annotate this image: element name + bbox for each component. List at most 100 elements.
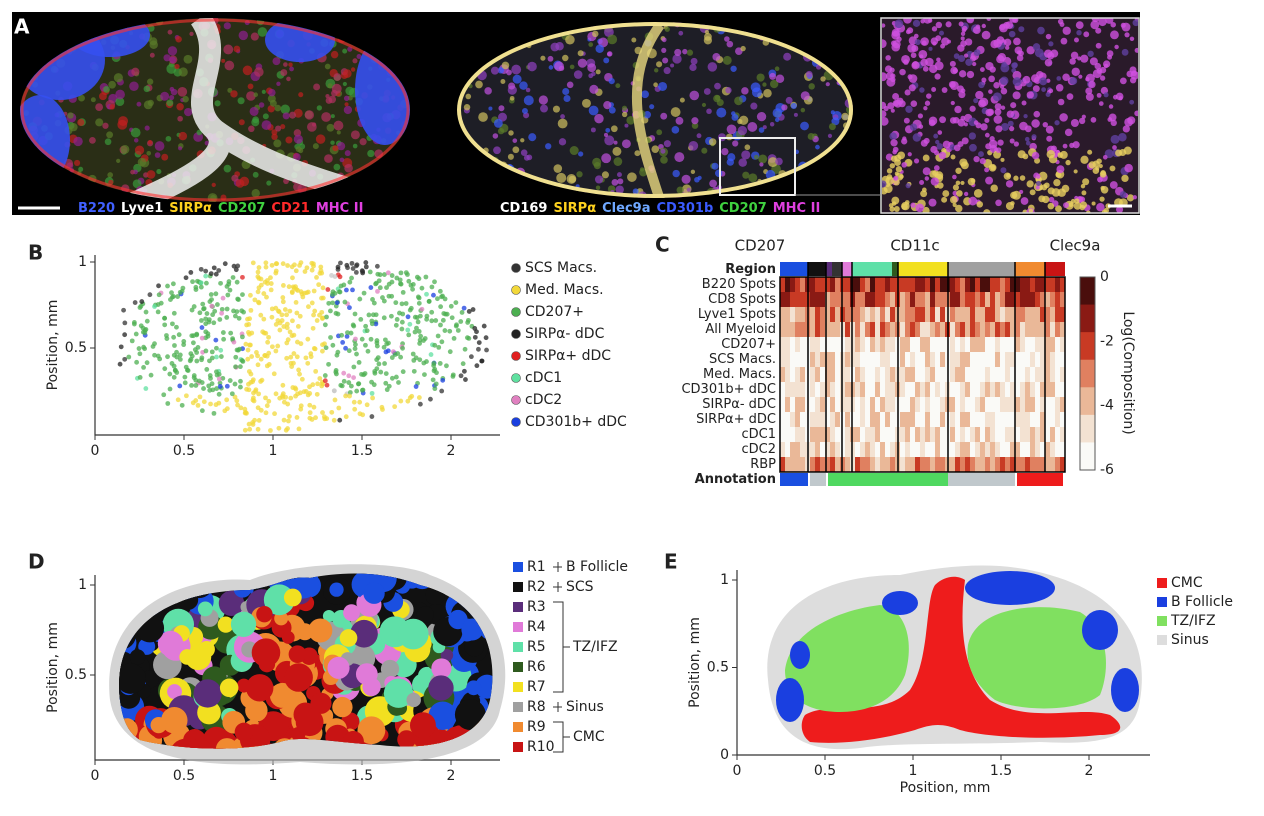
cell <box>333 120 344 131</box>
cell <box>892 100 900 107</box>
cell-point <box>230 275 236 280</box>
heat-cell <box>1045 307 1050 322</box>
heat-cell <box>990 292 995 307</box>
cell <box>961 25 968 32</box>
cell-point <box>224 383 230 389</box>
cell <box>893 175 899 181</box>
cell <box>484 87 492 95</box>
cell-point <box>405 327 411 333</box>
heat-cell <box>1015 382 1020 397</box>
heat-cell <box>1045 457 1050 472</box>
heat-cell <box>820 277 825 292</box>
cell-point <box>287 308 293 314</box>
cell-point <box>190 400 196 406</box>
legend-label: CD301b+ dDC <box>525 414 627 430</box>
cell <box>247 83 254 90</box>
cell <box>993 115 1003 124</box>
cell-point <box>412 314 418 320</box>
heat-cell <box>815 457 820 472</box>
cell-point <box>329 409 335 415</box>
cell <box>73 136 83 147</box>
cell <box>163 54 171 62</box>
heat-cell <box>995 307 1000 322</box>
cell <box>949 117 957 124</box>
cell <box>980 123 988 131</box>
cell-point <box>453 323 459 329</box>
cell-point <box>462 346 468 352</box>
cell-point <box>303 355 309 361</box>
heat-cell <box>915 337 920 352</box>
cell <box>689 63 697 72</box>
region-patch <box>167 684 182 700</box>
cell <box>350 130 360 140</box>
cell-point <box>261 316 267 322</box>
heat-cell <box>900 382 905 397</box>
heat-cell <box>1040 412 1045 427</box>
cell-point <box>459 310 465 315</box>
cell-point <box>268 287 274 293</box>
cell <box>330 140 335 145</box>
legend-swatch <box>1157 616 1167 626</box>
cell <box>887 102 895 110</box>
region-patch <box>256 606 273 623</box>
heat-cell <box>870 397 875 412</box>
cell-point <box>314 391 320 397</box>
cell <box>909 123 918 131</box>
cell-point <box>190 279 195 285</box>
cell-point <box>203 316 209 322</box>
heat-cell <box>1015 292 1020 307</box>
heat-cell <box>885 337 890 352</box>
heat-cell <box>1045 427 1050 442</box>
cell <box>1005 45 1010 50</box>
heat-cell <box>910 292 915 307</box>
marker-name: MHC II <box>316 201 364 216</box>
cell <box>289 111 297 119</box>
cell <box>671 126 680 134</box>
heat-cell <box>790 337 795 352</box>
annotation-cell <box>810 473 826 486</box>
cell <box>955 180 961 186</box>
heat-cell <box>860 337 865 352</box>
heat-cell <box>1005 457 1010 472</box>
cell <box>995 125 1003 133</box>
cell <box>911 61 920 70</box>
region-patch <box>339 629 358 647</box>
cell <box>939 30 945 36</box>
cell <box>1096 203 1105 212</box>
heat-cell <box>965 367 970 382</box>
heat-cell <box>995 427 1000 442</box>
cell <box>1043 182 1050 189</box>
heat-cell <box>975 457 980 472</box>
region-patch <box>157 630 184 657</box>
heat-cell <box>825 277 830 292</box>
cell <box>1009 126 1015 132</box>
cell <box>984 132 990 138</box>
cell-point <box>447 349 453 355</box>
cell-point <box>277 327 283 333</box>
cell <box>1134 110 1138 117</box>
cell <box>566 81 574 89</box>
legend-label: R4 <box>527 619 546 635</box>
heat-cell <box>870 442 875 457</box>
heat-cell <box>885 412 890 427</box>
cell <box>271 133 278 141</box>
cell-point <box>447 328 453 334</box>
heat-cell <box>885 367 890 382</box>
cell <box>726 40 734 48</box>
cell-point <box>250 420 256 425</box>
cell-point <box>262 353 268 359</box>
cell-point <box>199 408 205 414</box>
cell-point <box>377 285 383 291</box>
heat-cell <box>830 322 835 337</box>
heat-cell <box>900 292 905 307</box>
cell-point <box>129 338 135 344</box>
heat-cell <box>815 337 820 352</box>
cell <box>336 142 346 151</box>
y-tick-label: 0 <box>720 747 729 763</box>
cell-point <box>417 401 423 407</box>
heat-cell <box>985 382 990 397</box>
cell-point <box>363 342 368 348</box>
cell-point <box>461 368 467 374</box>
cell <box>984 167 990 173</box>
cell-point <box>368 285 374 290</box>
